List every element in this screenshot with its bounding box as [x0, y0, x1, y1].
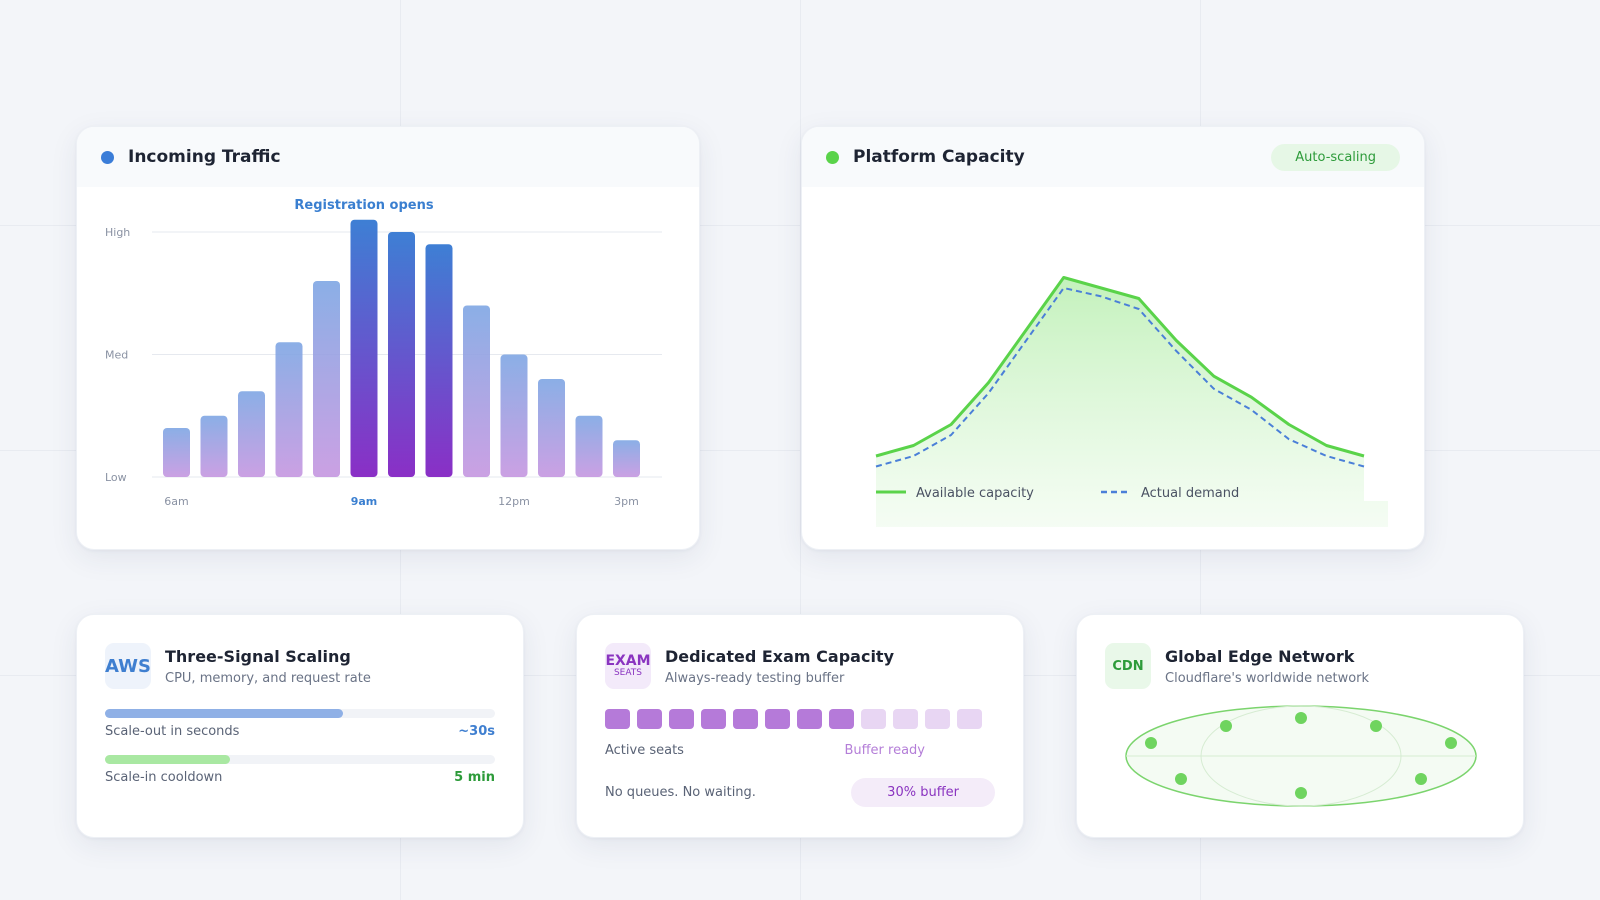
- traffic-bar: [575, 415, 603, 477]
- platform-card-title: Platform Capacity: [853, 147, 1025, 167]
- edge-node-icon: [1445, 737, 1457, 749]
- scale-out-metric: Scale-out in seconds ~30s: [105, 709, 495, 739]
- edge-node-icon: [1295, 712, 1307, 724]
- x-tick-label: 9am: [351, 495, 378, 508]
- platform-status-dot: [826, 150, 839, 164]
- x-tick-label: 12pm: [498, 495, 530, 508]
- available-capacity-line: [875, 276, 1365, 458]
- x-tick-label: 6am: [164, 495, 188, 508]
- active-seat: [733, 709, 758, 729]
- active-seat: [765, 709, 790, 729]
- exam-footer-text: No queues. No waiting.: [605, 785, 756, 800]
- scale-out-value: ~30s: [458, 724, 495, 739]
- cdn-card-subtitle: Cloudflare's worldwide network: [1165, 670, 1370, 686]
- traffic-bar: [388, 232, 415, 477]
- scale-in-progress: [105, 755, 495, 764]
- exam-card-subtitle: Always-ready testing buffer: [665, 670, 845, 686]
- traffic-bar: [463, 305, 490, 477]
- exam-logo-subtext: SEATS: [613, 667, 643, 678]
- aws-logo-icon: AWS: [105, 643, 151, 689]
- global-edge-network-card: CDN Global Edge Network Cloudflare's wor…: [1076, 614, 1524, 838]
- active-seat: [669, 709, 694, 729]
- y-tick-label: High: [105, 226, 130, 239]
- active-seat: [637, 709, 662, 729]
- traffic-card-header: Incoming Traffic: [77, 127, 699, 187]
- aws-card-title: Three-Signal Scaling: [165, 646, 351, 666]
- exam-seats-logo-icon: EXAM SEATS: [605, 643, 651, 689]
- edge-node-icon: [1295, 787, 1307, 799]
- cdn-logo-icon: CDN: [1105, 643, 1151, 689]
- actual-demand-line: [875, 287, 1365, 468]
- active-seat: [605, 709, 630, 729]
- y-tick-label: Med: [105, 349, 128, 362]
- seat-grid: [605, 709, 995, 729]
- traffic-bar: [200, 415, 228, 477]
- scale-in-metric: Scale-in cooldown 5 min: [105, 755, 495, 785]
- traffic-bar: [313, 281, 340, 477]
- aws-card-subtitle: CPU, memory, and request rate: [165, 670, 371, 686]
- capacity-area: [876, 277, 1388, 527]
- traffic-bar: [275, 342, 303, 477]
- incoming-traffic-card: Incoming Traffic High Med Low Registration …: [76, 126, 700, 550]
- auto-scaling-badge: Auto-scaling: [1271, 143, 1400, 171]
- edge-node-icon: [1145, 737, 1157, 749]
- platform-card-header: Platform Capacity Auto-scaling: [802, 127, 1424, 187]
- edge-node-icon: [1175, 773, 1187, 785]
- x-tick-label: 3pm: [614, 495, 639, 508]
- scale-in-value: 5 min: [454, 770, 495, 785]
- legend-available-capacity: Available capacity: [916, 486, 1034, 501]
- exam-card-title: Dedicated Exam Capacity: [665, 646, 894, 666]
- y-tick-label: Low: [105, 471, 127, 484]
- buffer-seat: [957, 709, 982, 729]
- traffic-card-title: Incoming Traffic: [128, 147, 281, 167]
- cdn-card-title: Global Edge Network: [1165, 646, 1355, 666]
- scale-in-label: Scale-in cooldown: [105, 770, 223, 785]
- active-seat: [797, 709, 822, 729]
- capacity-line-chart: Available capacity Actual demand: [875, 276, 1388, 527]
- buffer-percent-badge: 30% buffer: [851, 778, 995, 807]
- active-seat: [701, 709, 726, 729]
- scale-out-label: Scale-out in seconds: [105, 724, 240, 739]
- legend-actual-demand: Actual demand: [1141, 486, 1239, 501]
- active-seat: [829, 709, 854, 729]
- exam-logo-text: EXAM: [605, 652, 651, 669]
- traffic-bar: [238, 391, 265, 477]
- buffer-ready-label: Buffer ready: [844, 743, 925, 758]
- traffic-bar: [538, 379, 565, 477]
- dedicated-exam-capacity-card: EXAM SEATS Dedicated Exam Capacity Alway…: [576, 614, 1024, 838]
- buffer-seat: [893, 709, 918, 729]
- active-seats-label: Active seats: [605, 743, 684, 758]
- edge-node-icon: [1370, 720, 1382, 732]
- traffic-bar-chart: High Med Low Registration opens 6am 9am 12pm 3p…: [105, 198, 662, 508]
- traffic-bar: [425, 244, 453, 477]
- traffic-bar: [613, 440, 640, 477]
- scale-out-progress: [105, 709, 495, 718]
- traffic-status-dot: [101, 150, 114, 164]
- traffic-bar: [500, 354, 528, 477]
- buffer-seat: [861, 709, 886, 729]
- three-signal-scaling-card: AWS Three-Signal Scaling CPU, memory, an…: [76, 614, 524, 838]
- edge-node-icon: [1220, 720, 1232, 732]
- edge-node-icon: [1415, 773, 1427, 785]
- traffic-bar: [163, 428, 190, 477]
- registration-opens-annotation: Registration opens: [294, 198, 433, 213]
- platform-capacity-card: Platform Capacity Auto-scaling Available…: [801, 126, 1425, 550]
- traffic-bar: [350, 219, 378, 477]
- globe-network-icon: [1125, 705, 1477, 807]
- buffer-seat: [925, 709, 950, 729]
